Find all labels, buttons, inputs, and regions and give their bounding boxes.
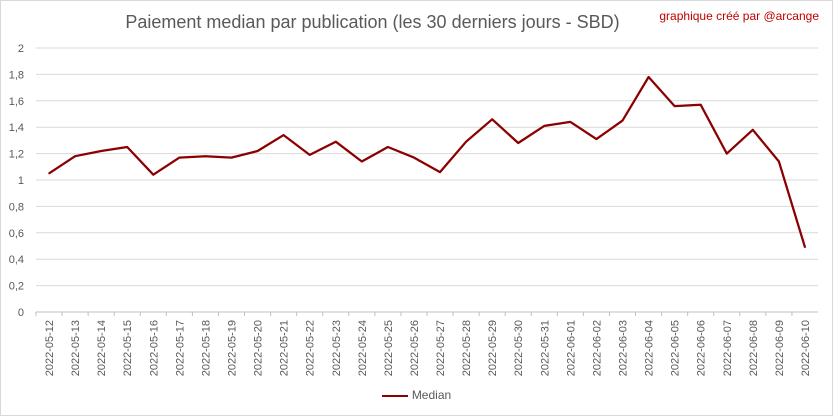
x-tick-label: 2022-05-17 [174, 320, 186, 376]
data-point [308, 154, 311, 156]
data-point [204, 155, 207, 158]
chart-title: Paiement median par publication (les 30 … [125, 12, 620, 32]
x-tick-label: 2022-05-25 [383, 320, 395, 376]
y-tick-label: 0,4 [9, 254, 24, 266]
data-point [413, 156, 415, 159]
data-point [334, 140, 337, 143]
legend: Median [0, 388, 833, 402]
x-tick-label: 2022-06-06 [696, 320, 708, 376]
x-tick-label: 2022-06-04 [644, 320, 656, 376]
y-tick-label: 2 [18, 43, 24, 55]
x-axis-ticks: 2022-05-12 2022-05-13 2022-05-14 2022-05-15… [35, 312, 812, 376]
x-tick-label: 2022-06-07 [722, 320, 734, 376]
x-tick-label: 2022-06-01 [565, 320, 577, 376]
data-point [48, 172, 50, 175]
data-point [230, 156, 233, 159]
x-tick-label: 2022-06-10 [800, 320, 812, 376]
data-point [100, 150, 102, 152]
x-tick-label: 2022-05-18 [200, 320, 212, 376]
x-tick-label: 2022-05-28 [461, 320, 473, 376]
x-tick-label: 2022-05-13 [70, 320, 82, 376]
data-point [804, 246, 806, 249]
x-tick-label: 2022-05-16 [148, 320, 160, 376]
x-tick-label: 2022-05-20 [253, 320, 265, 376]
data-point [361, 160, 363, 163]
data-point [699, 103, 702, 106]
gridlines [36, 47, 818, 313]
data-point [595, 138, 598, 140]
x-tick-label: 2022-06-02 [591, 320, 603, 376]
line-chart: 00,20,40,60,811,21,41,61,82 2022-05-12 20… [9, 43, 818, 376]
y-tick-label: 1 [18, 175, 24, 187]
x-tick-label: 2022-05-30 [513, 320, 525, 376]
data-point [387, 146, 389, 148]
data-point [74, 155, 76, 158]
x-tick-label: 2022-06-05 [670, 320, 682, 376]
data-point [282, 134, 285, 136]
x-tick-label: 2022-06-09 [774, 320, 786, 376]
y-tick-label: 1,8 [9, 69, 24, 81]
data-point [517, 142, 520, 144]
x-tick-label: 2022-05-27 [435, 320, 447, 376]
y-axis-ticks: 0 0,2 0,4 0,6 0,8 1 1,2 1,4 1,6 1,8 2 [9, 43, 24, 319]
x-tick-label: 2022-05-22 [305, 320, 317, 376]
data-point [725, 152, 728, 155]
x-tick-label: 2022-05-21 [279, 320, 291, 376]
x-tick-label: 2022-05-26 [409, 320, 421, 376]
data-point [778, 160, 780, 163]
series-lines [48, 75, 807, 249]
legend-swatch-median [381, 394, 408, 397]
x-tick-label: 2022-06-03 [618, 320, 630, 376]
data-point [673, 105, 676, 107]
y-tick-label: 1,2 [9, 149, 24, 161]
data-point [621, 119, 624, 122]
data-point [439, 171, 441, 173]
data-point [752, 129, 754, 131]
x-tick-label: 2022-05-31 [539, 320, 551, 376]
chart-credit: graphique créé par @arcange [659, 9, 819, 23]
data-point [256, 150, 259, 152]
legend-label-median: Median [411, 388, 452, 402]
y-tick-label: 0,8 [9, 201, 24, 213]
data-point [178, 156, 181, 159]
x-tick-label: 2022-05-29 [487, 320, 499, 376]
series-line-median [48, 75, 807, 248]
data-point [647, 76, 650, 78]
y-tick-label: 0,2 [9, 281, 24, 293]
x-tick-label: 2022-05-23 [331, 320, 343, 376]
y-tick-label: 0 [18, 307, 24, 319]
y-tick-label: 1,4 [9, 122, 24, 134]
data-point [126, 146, 129, 148]
data-point [152, 173, 155, 176]
data-point [491, 118, 493, 121]
x-tick-label: 2022-05-15 [122, 320, 134, 376]
data-point [465, 140, 467, 143]
x-tick-label: 2022-05-24 [357, 320, 369, 376]
x-tick-label: 2022-06-08 [748, 320, 760, 376]
data-point [569, 121, 572, 123]
y-tick-label: 0,6 [9, 228, 24, 240]
x-tick-label: 2022-05-12 [44, 320, 56, 376]
x-tick-label: 2022-05-14 [96, 320, 108, 376]
data-point [543, 125, 546, 127]
y-tick-label: 1,6 [9, 96, 24, 108]
x-tick-label: 2022-05-19 [227, 320, 239, 376]
